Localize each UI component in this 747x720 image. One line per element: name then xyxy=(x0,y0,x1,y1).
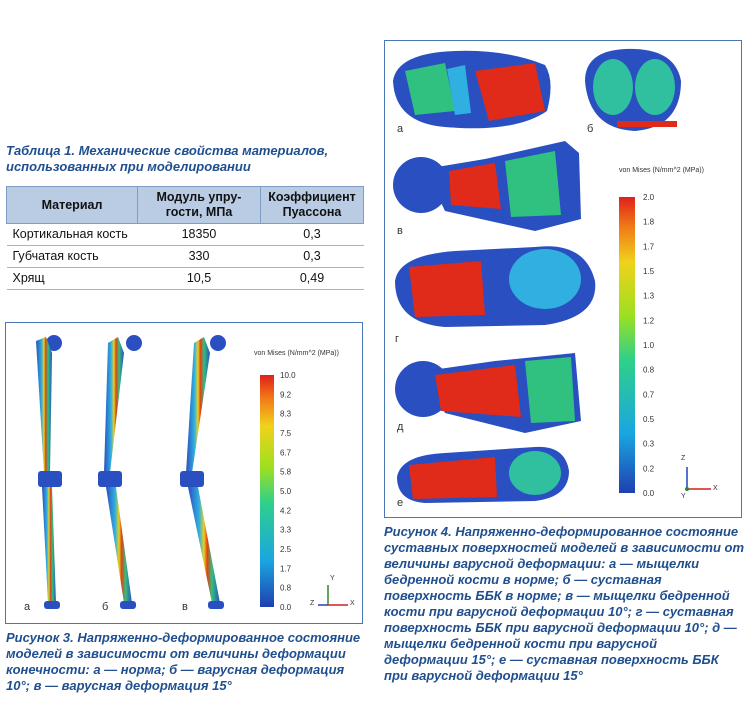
table1-caption: Таблица 1. Механические свойства материа… xyxy=(6,143,329,174)
figure3-illustration: 10.0 9.2 8.3 7.5 6.7 5.8 5.0 4.2 3.3 2.5 1.7 0.8 0.0 xyxy=(36,335,348,612)
color-scale-bar xyxy=(619,197,635,493)
table-cell-modulus: 18350 xyxy=(137,223,261,246)
figure3-axis-y-label: Y xyxy=(330,575,335,582)
figure4-axis-x-label: X xyxy=(713,485,718,492)
figure4-axis-z-label: Z xyxy=(681,455,686,462)
color-scale-tick-label: 0.8 xyxy=(280,584,292,593)
figure4-panel-label-g: г xyxy=(395,333,400,345)
leg-model-c xyxy=(180,335,226,609)
color-scale-tick-label: 5.8 xyxy=(280,468,292,477)
color-scale-tick-label: 9.2 xyxy=(280,390,292,399)
figure3-axis-x-label: X xyxy=(350,600,355,607)
color-scale-tick-label: 0.7 xyxy=(643,390,655,399)
table-cell-modulus: 330 xyxy=(137,245,261,268)
color-scale-tick-label: 1.3 xyxy=(643,292,655,301)
color-scale-tick-label: 7.5 xyxy=(280,429,292,438)
color-scale-tick-label: 0.8 xyxy=(643,366,655,375)
color-scale-tick-label: 1.5 xyxy=(643,267,655,276)
table-cell-poisson: 0,3 xyxy=(260,223,364,246)
figure4-frame: 2.0 1.8 1.7 1.5 1.3 1.2 1.0 0.8 0.7 0.5 0.3 0.2 0.0 … xyxy=(384,40,742,518)
figure4-panel-label-b: б xyxy=(587,123,594,135)
table1: Материал Модуль упру-гости, МПа Коэффици… xyxy=(6,186,364,290)
color-scale-tick-label: 0.0 xyxy=(643,489,655,498)
joint-model-v xyxy=(393,141,581,231)
figure3-scale-title: von Mises (N/mm^2 (MPa)) xyxy=(254,350,339,357)
color-scale-tick-label: 1.7 xyxy=(643,242,655,251)
color-scale-tick-label: 6.7 xyxy=(280,448,292,457)
color-scale-tick-label: 1.0 xyxy=(643,341,655,350)
figure3-caption: Рисунок 3. Напряженно-деформированное со… xyxy=(6,630,361,693)
leg-model-a xyxy=(36,335,62,609)
table-cell-modulus: 10,5 xyxy=(137,267,261,290)
table-cell-material: Губчатая кость xyxy=(6,245,138,268)
color-scale-bar xyxy=(260,375,274,607)
table-cell-material: Хрящ xyxy=(6,267,138,290)
figure3-panel-label-b: б xyxy=(102,601,109,613)
table-row: Губчатая кость 330 0,3 xyxy=(6,245,364,268)
figure3-frame: 10.0 9.2 8.3 7.5 6.7 5.8 5.0 4.2 3.3 2.5 1.7 0.8 0.0… xyxy=(5,322,363,624)
figure4-panel-label-d: д xyxy=(397,421,404,433)
figure3-panel-label-a: а xyxy=(24,601,31,613)
color-scale-tick-label: 2.5 xyxy=(280,545,292,554)
table-row: Хрящ 10,5 0,49 xyxy=(6,267,364,290)
figure4-panel-label-v: в xyxy=(397,225,403,237)
color-scale-tick-label: 0.0 xyxy=(280,603,292,612)
figure4-panel-label-a: а xyxy=(397,123,404,135)
color-scale-tick-label: 1.2 xyxy=(643,316,655,325)
color-scale-ticks: 10.0 9.2 8.3 7.5 6.7 5.8 5.0 4.2 3.3 2.5 1.7 0.8 0.0 xyxy=(280,371,296,612)
joint-model-a xyxy=(393,50,551,129)
joint-model-e xyxy=(397,446,569,503)
color-scale-tick-label: 2.0 xyxy=(643,193,655,202)
figure3-panel-label-c: в xyxy=(182,601,188,613)
color-scale-tick-label: 10.0 xyxy=(280,371,296,380)
color-scale-tick-label: 1.7 xyxy=(280,564,292,573)
table1-header-modulus: Модуль упру-гости, МПа xyxy=(137,186,261,224)
color-scale-tick-label: 3.3 xyxy=(280,526,292,535)
figure4-caption: Рисунок 4. Напряженно-деформированное со… xyxy=(384,524,745,683)
table-cell-poisson: 0,3 xyxy=(260,245,364,268)
figure4-panel-label-e: е xyxy=(397,497,404,509)
figure4-axis-y-label: Y xyxy=(681,493,686,500)
figure4-scale-title: von Mises (N/mm^2 (MPa)) xyxy=(619,167,704,174)
figure3-axis-z-label: Z xyxy=(310,600,315,607)
color-scale-tick-label: 5.0 xyxy=(280,487,292,496)
color-scale-ticks: 2.0 1.8 1.7 1.5 1.3 1.2 1.0 0.8 0.7 0.5 0.3 0.2 0.0 xyxy=(643,193,655,498)
color-scale-tick-label: 1.8 xyxy=(643,218,655,227)
joint-model-g xyxy=(395,246,596,327)
color-scale-tick-label: 0.2 xyxy=(643,464,655,473)
color-scale-tick-label: 8.3 xyxy=(280,410,292,419)
table-cell-poisson: 0,49 xyxy=(260,267,364,290)
axis-triad-icon xyxy=(318,585,348,606)
axis-triad-icon xyxy=(685,467,711,491)
table-row: Кортикальная кость 18350 0,3 xyxy=(6,223,364,246)
color-scale-tick-label: 0.5 xyxy=(643,415,655,424)
color-scale-tick-label: 4.2 xyxy=(280,506,292,515)
joint-model-d xyxy=(395,353,581,433)
figure4-illustration: 2.0 1.8 1.7 1.5 1.3 1.2 1.0 0.8 0.7 0.5 0.3 0.2 0.0 xyxy=(393,48,711,503)
leg-model-b xyxy=(98,335,142,609)
joint-model-b xyxy=(585,48,681,132)
color-scale-tick-label: 0.3 xyxy=(643,440,655,449)
table1-header-material: Материал xyxy=(6,186,138,224)
table-cell-material: Кортикальная кость xyxy=(6,223,138,246)
table1-header-poisson: Коэффициент Пуассона xyxy=(260,186,364,224)
